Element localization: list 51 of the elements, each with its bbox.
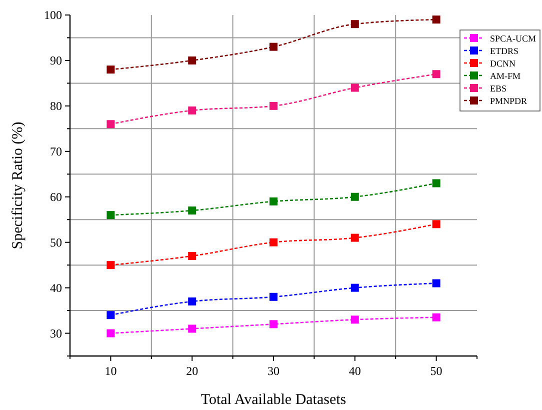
point bbox=[188, 206, 196, 215]
point bbox=[188, 252, 196, 260]
x-axis-title: Total Available Datasets bbox=[200, 392, 346, 408]
y-tick-label: 30 bbox=[50, 326, 62, 340]
y-axis-title: Specificity Ratio (%) bbox=[10, 122, 26, 250]
point bbox=[106, 329, 115, 338]
x-tick-label: 10 bbox=[104, 364, 117, 378]
point bbox=[188, 324, 196, 333]
point bbox=[432, 179, 440, 188]
y-tick-label: 50 bbox=[50, 235, 62, 250]
point bbox=[270, 238, 278, 246]
point bbox=[432, 16, 440, 24]
point bbox=[270, 42, 278, 51]
point bbox=[106, 120, 115, 128]
y-tick-label: 90 bbox=[50, 53, 62, 68]
point bbox=[270, 197, 278, 206]
point bbox=[350, 234, 359, 242]
point bbox=[106, 211, 115, 220]
x-tick-label: 50 bbox=[430, 364, 442, 378]
y-tick-label: 100 bbox=[44, 8, 62, 22]
point bbox=[350, 316, 359, 324]
point bbox=[188, 106, 196, 114]
x-tick-label: 40 bbox=[348, 364, 361, 378]
y-tick-label: 80 bbox=[50, 98, 62, 113]
point bbox=[350, 20, 359, 28]
point bbox=[270, 102, 278, 110]
y-tick-label: 70 bbox=[50, 144, 62, 158]
point bbox=[350, 192, 359, 201]
point bbox=[106, 311, 115, 320]
legend-label: DCNN bbox=[490, 58, 516, 68]
point bbox=[106, 66, 115, 74]
point bbox=[106, 261, 115, 270]
legend-label: SPCA-UCM bbox=[490, 34, 536, 44]
point bbox=[432, 313, 440, 322]
point bbox=[270, 320, 278, 328]
point bbox=[188, 56, 196, 64]
legend-label: EBS bbox=[490, 84, 507, 94]
x-tick-label: 30 bbox=[268, 364, 280, 378]
x-tick-label: 20 bbox=[186, 364, 198, 378]
y-tick-label: 40 bbox=[50, 280, 62, 295]
point bbox=[432, 279, 440, 288]
point bbox=[432, 220, 440, 228]
point bbox=[270, 292, 278, 301]
point bbox=[188, 297, 196, 306]
point bbox=[350, 284, 359, 292]
legend-label: PMNPDR bbox=[490, 96, 528, 106]
legend-label: AM-FM bbox=[490, 71, 521, 81]
legend-label: ETDRS bbox=[490, 46, 519, 56]
y-tick-label: 60 bbox=[50, 190, 62, 204]
point bbox=[432, 70, 440, 78]
point bbox=[350, 84, 359, 92]
